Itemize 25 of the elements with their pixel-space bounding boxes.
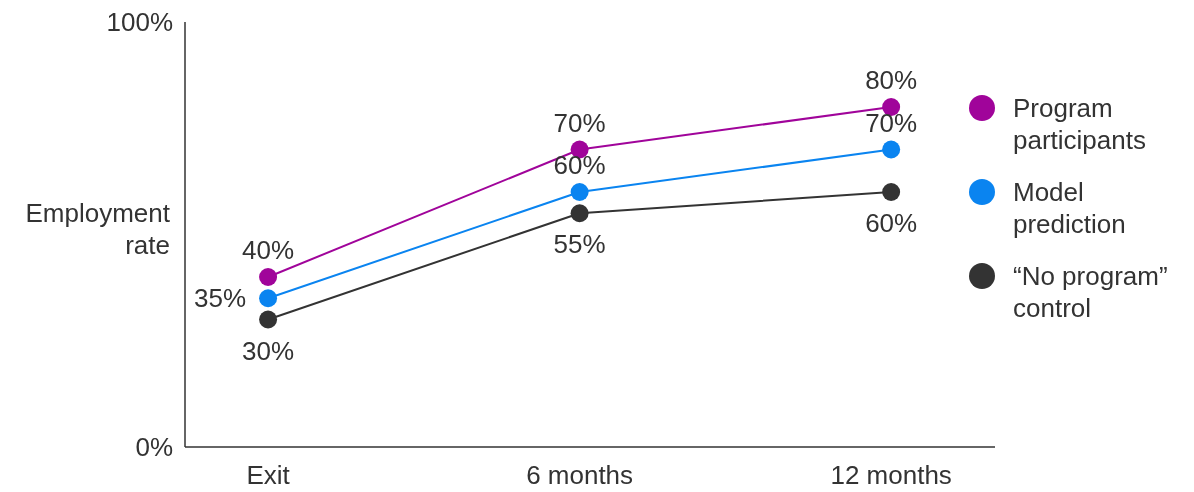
y-tick-label: 0% [135,432,173,462]
x-tick-label: 12 months [830,460,952,490]
data-label: 70% [553,107,606,138]
data-label: 55% [553,229,606,260]
point [259,268,278,286]
x-tick-label: 6 months [526,460,634,490]
legend-label: Model prediction [1013,177,1126,239]
y-tick-label: 100% [106,7,173,37]
data-label: 30% [242,335,295,366]
point [882,140,901,159]
data-label: 60% [553,150,606,180]
point [259,289,278,308]
point [570,204,589,223]
legend-label: Program participants [1013,93,1146,155]
data-label: 80% [865,65,918,95]
point [570,183,589,201]
data-label: 70% [865,107,918,138]
point [259,310,278,329]
legend-label: “No program” control [1013,261,1168,323]
x-tick-label: Exit [246,460,291,490]
data-label: 40% [242,235,295,265]
y-axis-title: Employment rate [25,198,171,260]
point [882,183,901,201]
data-label: 35% [194,283,247,314]
data-label: 60% [865,208,918,238]
